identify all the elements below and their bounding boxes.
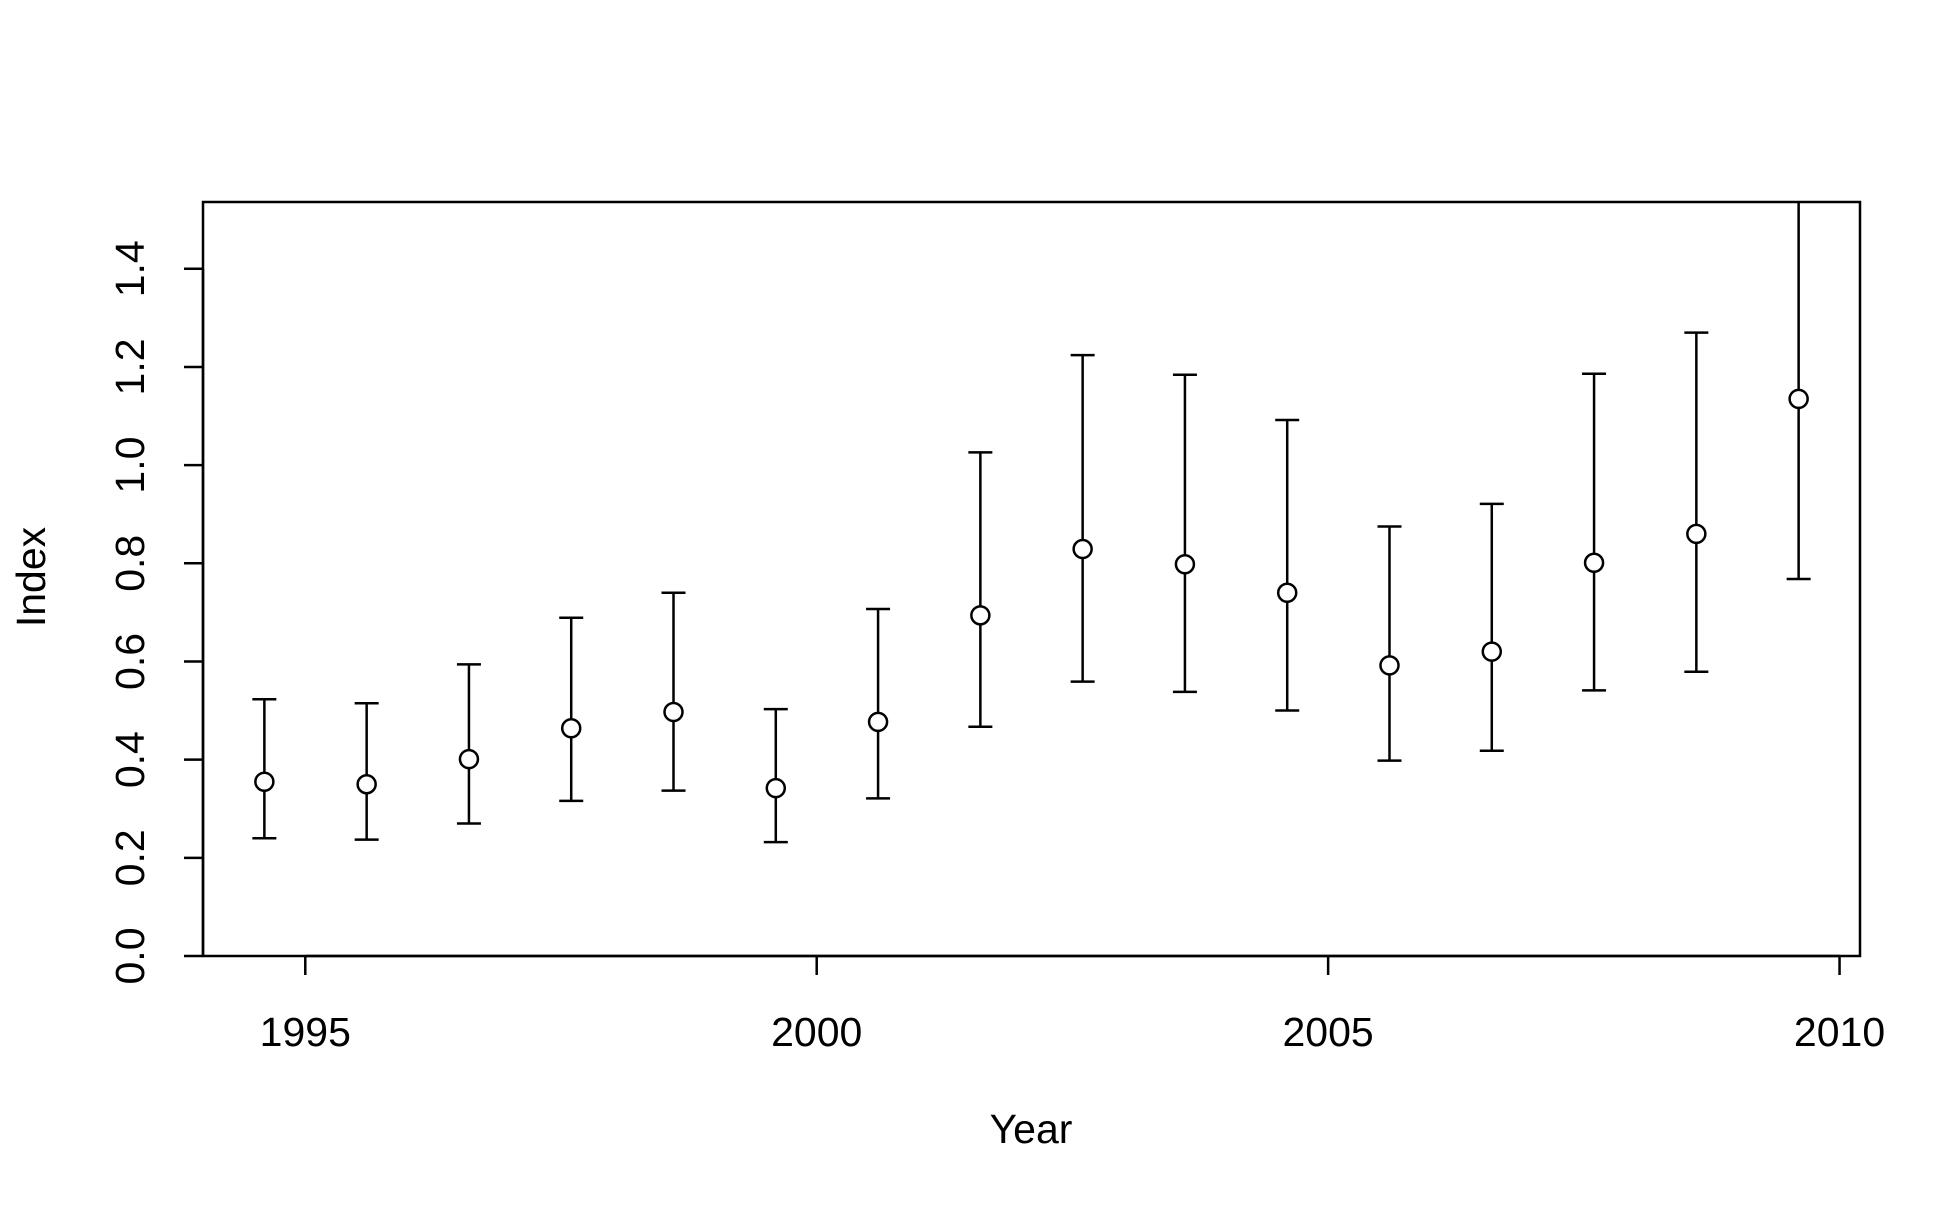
point [1379, 655, 1400, 676]
point [560, 717, 582, 739]
point [663, 701, 684, 723]
y-tick-label: 0.2 [107, 829, 153, 886]
y-tick-label: 0.6 [107, 633, 153, 690]
point [1686, 523, 1707, 545]
point [356, 773, 377, 795]
x-tick-label: 2005 [1283, 1009, 1374, 1055]
point [867, 711, 889, 733]
y-tick-label: 1.0 [107, 437, 153, 494]
plot-area [252, 202, 1811, 844]
point [458, 748, 480, 770]
point [254, 771, 275, 792]
plot-frame [201, 200, 1862, 958]
y-axis-label: Index [8, 526, 54, 627]
y-tick-label: 1.2 [107, 338, 153, 395]
point [1276, 582, 1298, 603]
x-tick-label: 1995 [260, 1009, 351, 1055]
y-tick-label: 0.4 [107, 731, 153, 788]
x-tick-label: 2010 [1794, 1009, 1885, 1055]
point [1481, 641, 1503, 662]
point [1072, 538, 1093, 560]
point [970, 605, 991, 626]
y-tick-label: 0.0 [107, 928, 153, 985]
point [1583, 552, 1605, 574]
y-tick-label: 0.8 [107, 535, 153, 592]
x-tick-label: 2000 [771, 1009, 862, 1055]
y-tick-label: 1.4 [107, 240, 153, 297]
point [765, 777, 787, 799]
x-axis-label: Year [990, 1106, 1073, 1152]
point [1788, 388, 1809, 410]
point [1174, 554, 1196, 575]
